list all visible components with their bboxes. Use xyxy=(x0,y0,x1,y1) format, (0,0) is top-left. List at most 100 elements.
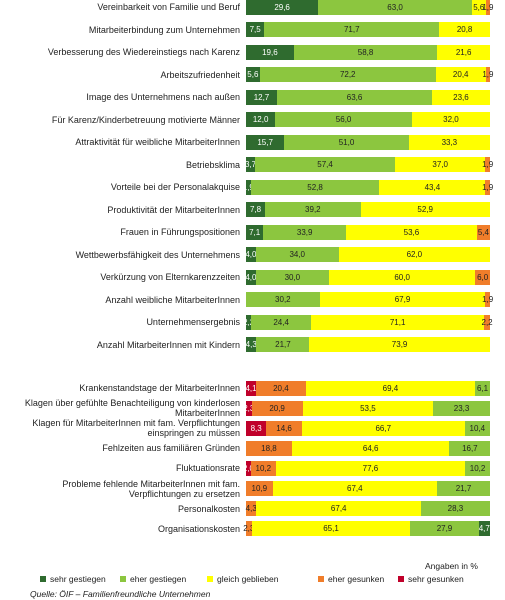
value-label: 21,7 xyxy=(455,484,472,493)
bar-segment xyxy=(255,157,396,172)
value-label: 4,3 xyxy=(245,504,257,514)
category-label: Wettbewerbsfähigkeit des Unternehmens xyxy=(75,249,240,260)
bar-segment xyxy=(246,202,266,217)
value-label: 58,8 xyxy=(357,47,374,57)
bar-segment xyxy=(475,380,490,396)
legend-label: sehr gesunken xyxy=(408,574,464,584)
category-label: Klagen über gefühlte Benachteiligung von… xyxy=(24,398,240,419)
legend-item: gleich geblieben xyxy=(207,574,278,584)
value-label: 65,1 xyxy=(323,524,339,534)
value-label: 10,2 xyxy=(255,463,272,473)
value-label: 33,9 xyxy=(296,227,313,237)
legend-item: eher gesunken xyxy=(318,574,384,584)
value-label: 1,9 xyxy=(242,182,254,192)
legend-swatch xyxy=(318,576,324,582)
category-label: Fluktuationsrate xyxy=(175,463,240,474)
category-label: Frauen in Führungspositionen xyxy=(120,227,240,237)
bar-segment xyxy=(408,134,490,150)
value-label: 18,8 xyxy=(261,443,277,453)
bar-segment xyxy=(302,400,434,416)
value-label: 12,7 xyxy=(253,92,270,102)
bar-segment xyxy=(246,440,292,456)
bar-segment xyxy=(275,460,466,476)
value-label: 8,3 xyxy=(250,423,262,433)
bar-segment xyxy=(255,269,329,285)
bar-segment xyxy=(319,292,486,307)
bar-segment xyxy=(246,179,251,195)
bar-segment xyxy=(246,337,257,352)
category-label: Vorteile bei der Personalakquise xyxy=(110,182,240,192)
legend-label: eher gestiegen xyxy=(130,574,187,584)
bar-segment xyxy=(246,22,265,37)
bar-segment xyxy=(465,460,490,476)
legend-item: sehr gesunken xyxy=(398,574,464,584)
value-label: 67,4 xyxy=(347,484,363,493)
bar-segment xyxy=(246,224,264,240)
bar-segment xyxy=(246,521,252,537)
bar-segment xyxy=(272,481,438,496)
value-label: 33,3 xyxy=(441,137,458,147)
category-label: Produktivität der MitarbeiterInnen xyxy=(107,204,240,215)
bar-segment xyxy=(246,292,320,307)
value-label: 43,4 xyxy=(424,182,441,192)
value-label: 7,5 xyxy=(249,25,261,34)
value-label: 4,1 xyxy=(245,383,257,393)
category-label: Verbesserung des Wiedereinstiegs nach Ka… xyxy=(47,47,240,57)
legend-label: sehr gestiegen xyxy=(50,574,106,584)
bar-segment xyxy=(478,521,490,537)
value-label: 34,0 xyxy=(289,250,306,259)
bar-segment xyxy=(265,202,361,217)
category-label: Unternehmensergebnis xyxy=(146,317,240,327)
category-label: Krankenstandstage der MitarbeiterInnen xyxy=(79,383,240,393)
category-label: Probleme fehlende MitarbeiterInnen mit f… xyxy=(62,478,240,499)
bar-segment xyxy=(485,67,491,82)
value-label: 71,7 xyxy=(343,25,360,34)
value-label: 62,0 xyxy=(406,250,423,259)
bar-segment xyxy=(264,22,440,37)
bar-segment xyxy=(338,247,490,262)
bar-segment xyxy=(275,112,412,127)
value-label: 20,9 xyxy=(269,403,285,413)
bar-segment xyxy=(360,202,490,217)
value-label: 27,9 xyxy=(436,524,453,534)
bar-segment xyxy=(263,224,347,240)
bar-segment xyxy=(318,0,472,15)
legend-swatch xyxy=(207,576,213,582)
bar-segment xyxy=(485,179,490,195)
category-label: Vereinbarkeit von Familie und Beruf xyxy=(97,2,240,12)
bar-segment xyxy=(246,400,252,416)
value-label: 23,6 xyxy=(453,92,469,102)
bar-segment xyxy=(291,440,450,456)
value-label: 1,9 xyxy=(482,160,494,169)
bar-segment xyxy=(310,314,485,330)
value-label: 20,4 xyxy=(273,383,289,393)
bar-segment xyxy=(328,269,476,285)
category-label: Mitarbeiterbindung zum Unternehmen xyxy=(88,24,240,35)
bar-segment xyxy=(420,501,490,517)
category-label: Verkürzung von Elternkarenzzeiten xyxy=(100,272,240,282)
value-label: 20,4 xyxy=(452,70,469,79)
bar-segment xyxy=(255,247,339,262)
value-label: 56,0 xyxy=(335,115,352,124)
category-label: Anzahl weibliche MitarbeiterInnen xyxy=(105,294,240,305)
value-label: 51,0 xyxy=(338,137,355,147)
bar-segment xyxy=(484,314,490,330)
value-label: 53,5 xyxy=(360,403,376,413)
unit-note: Angaben in % xyxy=(425,561,478,571)
bar-segment xyxy=(293,44,438,60)
value-label: 39,2 xyxy=(305,205,321,214)
value-label: 5,6 xyxy=(247,70,259,79)
bar-segment xyxy=(246,134,285,150)
legend-item: sehr gestiegen xyxy=(40,574,106,584)
bar-segment xyxy=(301,420,465,436)
legend-label: gleich geblieben xyxy=(217,574,279,584)
category-label: Anzahl MitarbeiterInnen mit Kindern xyxy=(96,339,240,350)
category-label: Betriebsklima xyxy=(185,159,240,170)
value-label: 1,9 xyxy=(482,2,494,12)
category-label: Attraktivität für weibliche MitarbeiterI… xyxy=(75,137,240,147)
legend-swatch xyxy=(120,576,126,582)
bar-segment xyxy=(246,420,267,436)
category-label: Für Karenz/Kinderbetreuung motivierte Mä… xyxy=(51,114,240,125)
bar-segment xyxy=(246,44,294,60)
bar-segment xyxy=(284,134,409,150)
